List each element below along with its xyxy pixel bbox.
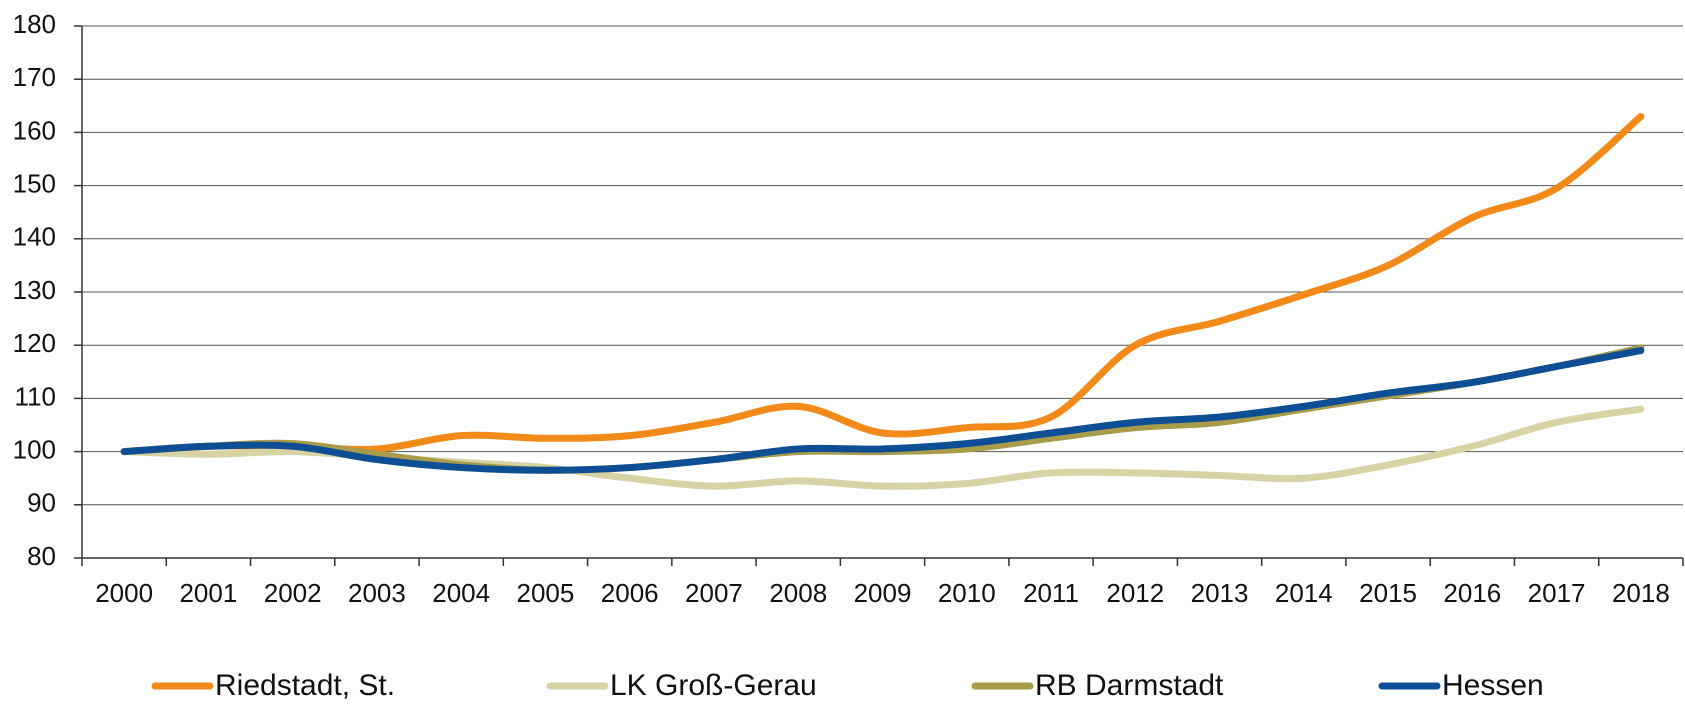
y-tick-label: 110 [15,381,56,411]
x-tick-label: 2000 [95,578,153,608]
y-tick-label: 120 [13,328,56,358]
x-tick-label: 2015 [1359,578,1417,608]
x-tick-label: 2003 [348,578,406,608]
x-tick-label: 2014 [1275,578,1333,608]
x-tick-label: 2018 [1612,578,1670,608]
x-tick-label: 2006 [601,578,659,608]
y-tick-label: 180 [13,9,56,39]
x-tick-label: 2001 [179,578,237,608]
x-tick-label: 2017 [1528,578,1586,608]
x-tick-label: 2009 [854,578,912,608]
y-tick-label: 100 [13,434,56,464]
x-tick-label: 2008 [769,578,827,608]
x-tick-label: 2007 [685,578,743,608]
x-tick-label: 2016 [1443,578,1501,608]
legend-label: LK Groß-Gerau [610,669,817,702]
y-tick-label: 160 [13,115,56,145]
x-tick-label: 2002 [264,578,322,608]
line-series [120,347,1645,474]
x-tick-label: 2005 [517,578,575,608]
x-tick-label: 2004 [432,578,490,608]
y-tick-label: 140 [13,222,56,252]
line-series [120,112,1645,456]
y-tick-label: 130 [13,275,56,305]
y-tick-label: 90 [27,488,56,518]
x-tick-label: 2013 [1191,578,1249,608]
legend-label: Hessen [1442,669,1544,702]
legend-label: Riedstadt, St. [215,669,395,702]
y-tick-label: 170 [13,62,56,92]
x-tick-label: 2011 [1023,578,1079,608]
y-tick-label: 150 [13,168,56,198]
x-tick-label: 2010 [938,578,996,608]
legend-label: RB Darmstadt [1035,669,1224,702]
y-tick-label: 80 [27,541,56,571]
x-tick-label: 2012 [1106,578,1164,608]
